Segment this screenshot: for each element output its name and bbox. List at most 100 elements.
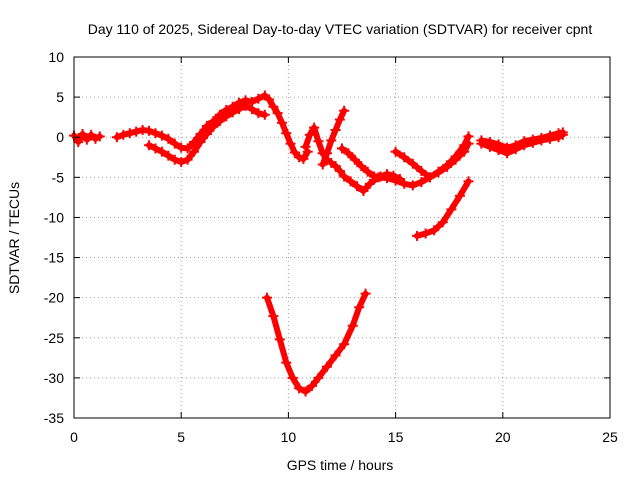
data-point <box>156 130 167 141</box>
series-line <box>414 178 472 239</box>
data-point <box>364 178 375 189</box>
data-point <box>118 129 129 140</box>
data-series <box>412 176 474 241</box>
data-point <box>394 173 405 184</box>
data-point <box>176 157 187 168</box>
x-tick-label: 0 <box>70 429 78 445</box>
data-point <box>484 141 495 152</box>
data-point <box>390 146 401 157</box>
x-tick-label: 10 <box>281 429 297 445</box>
data-point <box>356 161 367 172</box>
data-point <box>399 152 410 163</box>
data-point <box>442 161 453 172</box>
data-point <box>388 170 399 181</box>
data-point <box>281 128 292 139</box>
data-point <box>150 128 161 139</box>
data-point <box>261 292 272 303</box>
data-point <box>347 320 358 331</box>
data-point <box>321 361 332 372</box>
data-point <box>493 145 504 156</box>
y-axis-label: SDTVAR / TECUs <box>6 182 22 294</box>
data-point <box>360 288 371 299</box>
data-point <box>358 185 369 196</box>
data-point <box>424 172 435 183</box>
data-point <box>268 311 279 322</box>
data-point <box>313 136 324 147</box>
chart-title: Day 110 of 2025, Sidereal Day-to-day VTE… <box>88 21 593 37</box>
data-point <box>201 129 212 140</box>
x-tick-label: 15 <box>388 429 404 445</box>
y-tick-label: -25 <box>44 330 64 346</box>
data-point <box>144 125 155 136</box>
data-point <box>527 137 538 148</box>
x-tick-label: 20 <box>495 429 511 445</box>
data-point <box>298 153 309 164</box>
data-series <box>69 129 105 148</box>
data-series <box>317 105 350 170</box>
data-series <box>111 90 313 164</box>
y-tick-label: 5 <box>56 89 64 105</box>
data-point <box>476 138 487 149</box>
data-point <box>182 143 193 154</box>
data-point <box>163 150 174 161</box>
tick-labels: 0 5 10 15 20 25 -35 -30 -25 -20 -15 -10 -5 0 5 10 <box>44 49 618 445</box>
data-point <box>339 171 350 182</box>
data-point <box>156 146 167 157</box>
data-series <box>390 138 474 183</box>
data-point <box>309 122 320 133</box>
data-point <box>334 114 345 125</box>
data-point <box>259 109 270 120</box>
data-point <box>339 339 350 350</box>
data-point <box>195 137 206 148</box>
y-tick-label: -10 <box>44 209 64 225</box>
data-point <box>73 137 84 148</box>
x-tick-label: 25 <box>602 429 618 445</box>
data-point <box>330 350 341 361</box>
data-point <box>454 190 465 201</box>
data-point <box>189 146 200 157</box>
data-point <box>131 126 142 137</box>
data-point <box>227 107 238 118</box>
data-point <box>163 133 174 144</box>
data-series <box>144 100 270 168</box>
data-point <box>420 228 431 239</box>
x-axis-label: GPS time / hours <box>287 457 394 473</box>
y-tick-label: -5 <box>52 169 65 185</box>
data-point <box>317 159 328 170</box>
data-point <box>240 100 251 111</box>
series-line <box>113 92 311 162</box>
data-point <box>144 140 155 151</box>
plot-frame <box>73 56 611 419</box>
data-point <box>214 116 225 127</box>
data-point <box>343 148 354 159</box>
data-point <box>557 129 568 140</box>
data-point <box>345 176 356 187</box>
data-series-layer <box>69 90 568 397</box>
data-point <box>416 177 427 188</box>
data-point <box>429 225 440 236</box>
y-tick-label: -35 <box>44 410 64 426</box>
data-point <box>459 146 470 157</box>
data-point <box>450 154 461 165</box>
data-point <box>182 154 193 165</box>
data-point <box>463 176 474 187</box>
data-point <box>234 104 245 115</box>
data-point <box>304 129 315 140</box>
data-point <box>221 111 232 122</box>
y-tick-label: -15 <box>44 250 64 266</box>
data-point <box>276 117 287 128</box>
data-point <box>287 372 298 383</box>
data-point <box>334 165 345 176</box>
data-point <box>502 148 513 159</box>
data-point <box>272 108 283 119</box>
data-point <box>246 104 257 115</box>
data-series <box>337 143 405 184</box>
data-point <box>416 165 427 176</box>
data-point <box>536 135 547 146</box>
y-tick-label: -20 <box>44 290 64 306</box>
data-point <box>326 135 337 146</box>
data-point <box>313 372 324 383</box>
data-point <box>150 143 161 154</box>
data-point <box>437 217 448 228</box>
